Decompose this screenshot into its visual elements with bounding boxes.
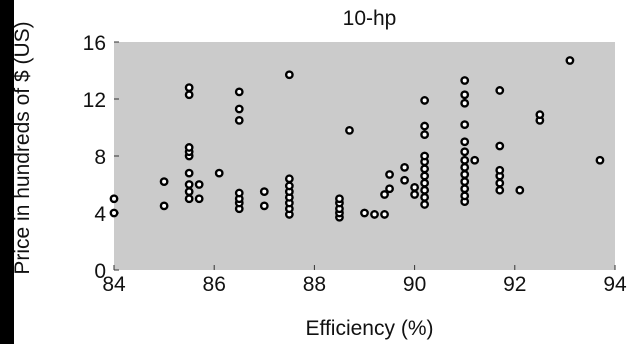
x-tick-label: 92 (503, 273, 526, 296)
data-point (400, 175, 409, 185)
x-tick-label: 90 (403, 273, 426, 296)
data-points (109, 56, 605, 222)
data-point (234, 115, 244, 125)
data-point (460, 170, 470, 179)
page-background: 0 4 8 12 16 84 86 88 90 92 94 10-hp Efficiency (%… (14, 0, 629, 344)
y-tick-label: 8 (94, 146, 106, 169)
data-point (194, 180, 204, 189)
data-point (284, 70, 294, 80)
data-point (420, 185, 430, 195)
data-point (495, 86, 505, 95)
data-point (470, 155, 480, 165)
data-point (595, 155, 605, 165)
data-point (194, 194, 204, 204)
data-point (234, 188, 244, 198)
data-point (370, 210, 379, 219)
data-point (345, 125, 354, 135)
data-point (495, 141, 505, 151)
data-point (460, 120, 470, 130)
data-point (109, 194, 119, 204)
data-point (460, 147, 470, 157)
data-point (515, 185, 525, 195)
data-point (495, 178, 505, 188)
data-point (385, 170, 394, 179)
data-point (420, 200, 430, 209)
y-tick-label: 16 (83, 32, 106, 55)
data-point (460, 191, 470, 201)
data-point (284, 181, 294, 191)
data-point (109, 208, 119, 218)
data-point (214, 168, 224, 178)
x-tick-label: 86 (203, 273, 226, 296)
data-point (184, 83, 194, 93)
data-point (234, 87, 244, 97)
data-point (259, 187, 269, 197)
data-point (495, 185, 505, 195)
data-point (184, 194, 194, 204)
data-point (159, 201, 169, 211)
data-point (460, 177, 470, 187)
data-point (460, 90, 470, 100)
data-point (184, 143, 194, 152)
data-point (380, 190, 389, 199)
y-tick-label: 4 (94, 203, 106, 226)
x-axis-label: Efficiency (%) (306, 317, 434, 340)
data-point (460, 98, 470, 108)
data-point (420, 171, 430, 181)
data-point (360, 208, 369, 218)
data-point (460, 184, 470, 194)
data-point (400, 162, 409, 172)
data-point (420, 96, 430, 105)
data-point (410, 190, 419, 199)
data-point (385, 184, 394, 194)
data-point (184, 90, 194, 100)
x-tick-label: 94 (603, 273, 627, 296)
y-axis-label: Price in hundreds of $ (US) (14, 21, 34, 274)
data-point (460, 76, 470, 85)
data-point (420, 164, 430, 174)
data-point (420, 192, 430, 202)
data-point (335, 194, 344, 204)
x-tick-label: 84 (102, 273, 126, 296)
data-point (565, 56, 575, 65)
data-point (410, 182, 419, 192)
data-point (259, 201, 269, 211)
data-point (380, 210, 389, 219)
y-tick-label: 12 (83, 89, 106, 112)
data-point (460, 155, 470, 165)
data-point (420, 130, 430, 140)
chart-title: 10-hp (343, 7, 397, 30)
data-point (420, 178, 430, 188)
data-point (420, 151, 430, 161)
data-point (460, 162, 470, 172)
data-point (184, 180, 194, 189)
y-axis-ticks: 0 4 8 12 16 (83, 32, 119, 283)
data-point (420, 121, 430, 131)
data-point (460, 137, 470, 147)
scatter-chart: 0 4 8 12 16 84 86 88 90 92 94 10-hp Efficiency (%… (14, 7, 627, 340)
plot-area (114, 42, 615, 270)
data-point (535, 110, 545, 120)
y-tick-label: 0 (94, 260, 106, 283)
data-point (159, 177, 169, 187)
x-axis-ticks: 84 86 88 90 92 94 (102, 265, 627, 296)
x-tick-label: 88 (303, 273, 326, 296)
data-point (495, 165, 505, 175)
data-point (284, 174, 294, 184)
data-point (184, 187, 194, 197)
data-point (184, 168, 194, 178)
data-point (234, 104, 244, 114)
